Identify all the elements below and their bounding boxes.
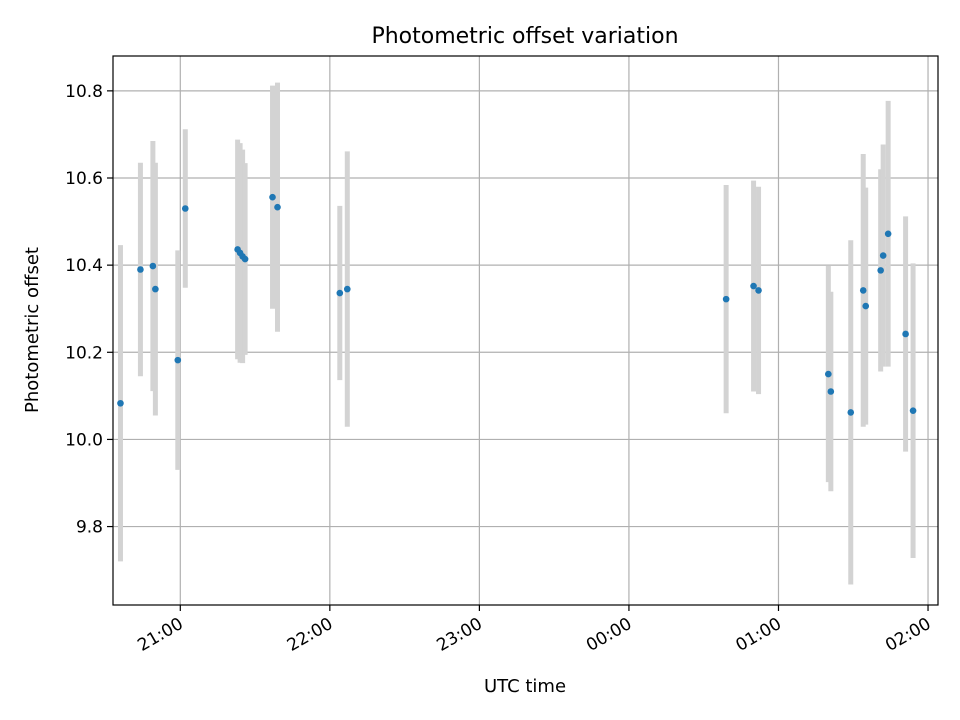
- data-point: [149, 262, 157, 270]
- y-tick-label: 10.0: [65, 430, 103, 450]
- grid-layer: [113, 56, 938, 605]
- data-point: [902, 330, 909, 338]
- y-tick-label: 10.8: [65, 82, 103, 102]
- data-point: [336, 289, 344, 297]
- data-point: [274, 203, 281, 211]
- data-point: [859, 287, 867, 294]
- data-point: [847, 409, 855, 416]
- data-point: [827, 388, 835, 395]
- data-point: [884, 230, 892, 238]
- data-point: [755, 287, 762, 294]
- data-point: [117, 399, 124, 407]
- data-point: [722, 295, 730, 303]
- data-point: [269, 193, 276, 201]
- y-axis-ticks: 9.8 10.0 10.2 10.4 10.6 10.8: [65, 82, 113, 538]
- data-point: [909, 407, 917, 414]
- y-axis-label: Photometric offset: [22, 247, 43, 413]
- data-point: [137, 266, 144, 273]
- data-point: [152, 285, 159, 293]
- y-tick-label: 10.2: [65, 343, 103, 363]
- point-layer: [117, 193, 917, 416]
- data-point: [877, 267, 884, 274]
- plot-frame: [112, 55, 939, 606]
- data-point: [750, 282, 757, 290]
- data-point: [825, 370, 832, 378]
- data-point: [879, 252, 887, 259]
- y-tick-label: 10.6: [65, 169, 103, 189]
- data-point: [343, 285, 351, 293]
- data-point: [174, 356, 182, 364]
- data-point: [241, 255, 249, 263]
- data-point: [862, 302, 870, 310]
- x-axis-label: UTC time: [484, 676, 566, 697]
- y-tick-label: 9.8: [76, 518, 103, 538]
- y-tick-label: 10.4: [65, 256, 103, 276]
- data-point: [181, 205, 189, 212]
- chart-title: Photometric offset variation: [371, 24, 678, 49]
